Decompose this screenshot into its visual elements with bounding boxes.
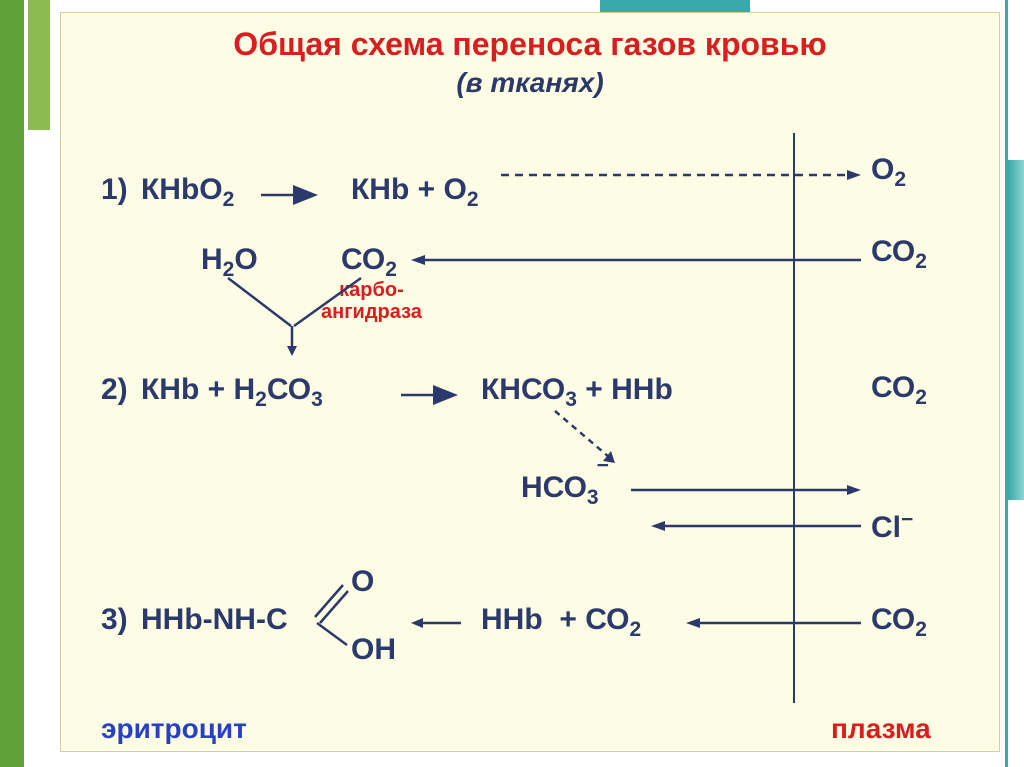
- hco3: НСО3−: [521, 468, 611, 510]
- eq2-num: 2): [101, 373, 128, 407]
- converge-lines: [216, 278, 376, 358]
- plasma-o2: О2: [871, 153, 906, 192]
- eq1-num: 1): [101, 173, 128, 207]
- plasma-co2-b: СО2: [871, 371, 927, 410]
- eq2-lhs: КНb + Н2СО3: [141, 373, 323, 412]
- arrow-co2-in-bottom: [686, 616, 861, 630]
- eq3-num: 3): [101, 603, 128, 637]
- eq3-o: О: [351, 565, 374, 599]
- label-erythrocyte: эритроцит: [101, 713, 247, 745]
- decor-right-teal: [1008, 160, 1024, 500]
- eq3-lhs: ННb-NН-С: [141, 603, 288, 637]
- eq1-arrow: [261, 188, 321, 202]
- arrow-cl-in: [651, 519, 861, 533]
- plasma-cl: Сl−: [871, 508, 913, 545]
- khco3-to-hco3: [551, 411, 621, 467]
- arrow-co2-in: [411, 253, 861, 267]
- eq2-rhs: КНСО3 + ННb: [481, 373, 673, 412]
- h2o: Н2О: [201, 243, 258, 282]
- page-title: Общая схема переноса газов кровью: [61, 13, 999, 63]
- decor-top-teal: [600, 0, 750, 12]
- eq2-arrow: [401, 388, 461, 402]
- arrow-hco3-out: [631, 483, 861, 497]
- plasma-co2-a: СО2: [871, 235, 927, 274]
- eq1-rhs: КНb + О2: [351, 173, 479, 212]
- arrow-o2-out: [501, 168, 861, 182]
- eq1-lhs: КНbО2: [141, 173, 234, 212]
- eq3-oh: ОН: [351, 633, 396, 667]
- label-plasma: плазма: [831, 713, 931, 745]
- diagram-canvas: Общая схема переноса газов кровью (в тка…: [60, 12, 1000, 752]
- eq3-rhs: ННb + СО2: [481, 603, 641, 642]
- page-subtitle: (в тканях): [61, 67, 999, 99]
- co2-mid: СО2: [341, 243, 397, 282]
- decor-left-bar: [0, 0, 24, 767]
- eq3-arrow-left: [411, 616, 461, 630]
- decor-left-bar-top: [28, 0, 50, 130]
- plasma-co2-c: СО2: [871, 603, 927, 642]
